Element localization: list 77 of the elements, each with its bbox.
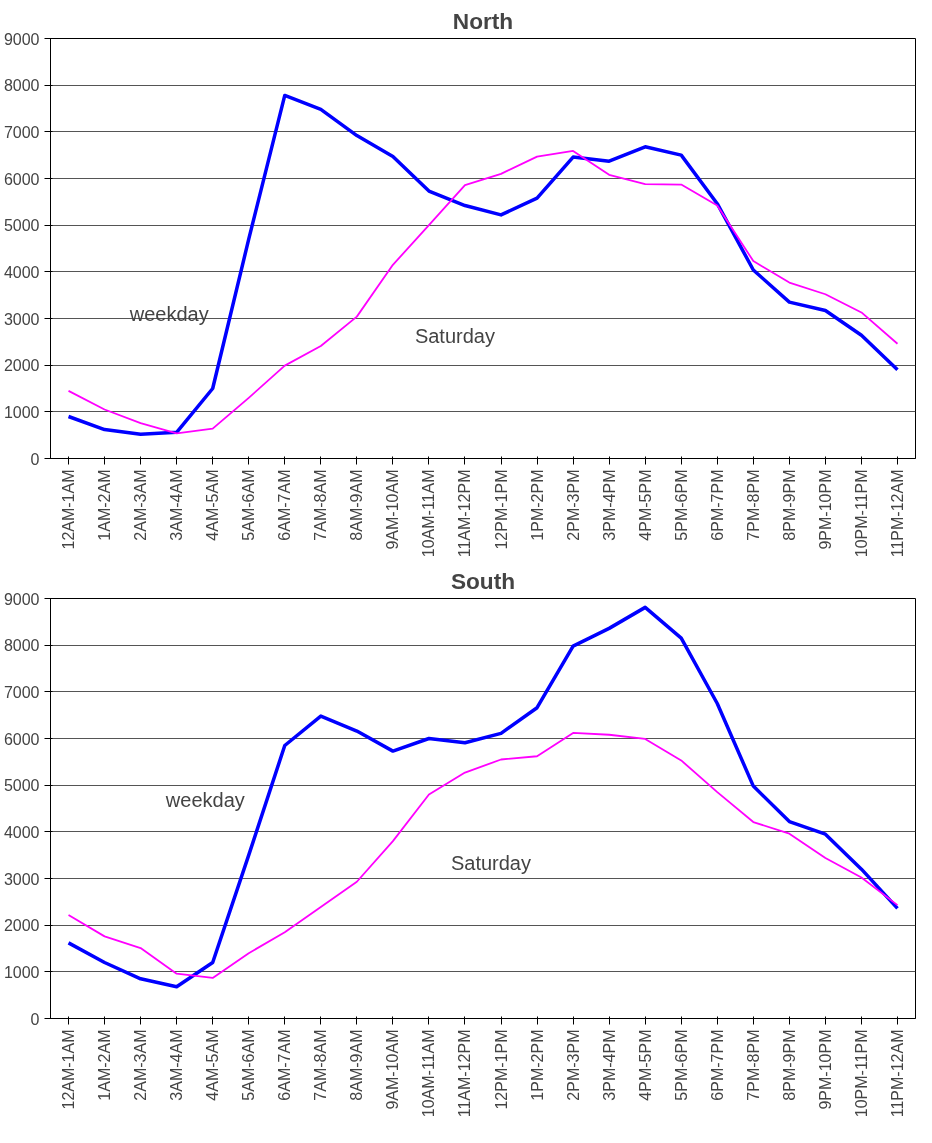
x-tick-label: 11PM-12AM (888, 1029, 906, 1118)
y-tick-label: 4000 (3, 263, 40, 281)
x-tick-label: 2AM-3AM (132, 1029, 150, 1101)
x-tick-label: 1AM-2AM (96, 469, 114, 541)
x-tick-label: 6PM-7PM (708, 469, 726, 541)
x-tick-label: 5AM-6AM (240, 1029, 258, 1101)
x-tick-label: 2AM-3AM (132, 469, 150, 541)
x-tick-label: 11AM-12PM (456, 469, 474, 558)
chart-title: North (452, 7, 514, 34)
x-tick-label: 5PM-6PM (672, 1029, 690, 1101)
y-tick-label: 3000 (3, 870, 40, 888)
x-tick-label: 4PM-5PM (636, 469, 654, 541)
line-series (66, 605, 900, 989)
x-tick-label: 3PM-4PM (600, 1029, 618, 1101)
x-tick-label: 10PM-11PM (852, 469, 870, 558)
x-tick-label: 4AM-5AM (204, 469, 222, 541)
x-tick-label: 11PM-12AM (888, 469, 906, 558)
chart-title: South (450, 567, 516, 594)
x-tick-label: 1PM-2PM (528, 1029, 546, 1101)
x-tick-label: 3AM-4AM (168, 1029, 186, 1101)
y-tick-label: 4000 (3, 823, 40, 841)
line-series (66, 93, 900, 436)
y-tick-label: 5000 (3, 777, 40, 795)
x-tick-label: 11AM-12PM (456, 1029, 474, 1118)
text: Saturday (450, 851, 531, 874)
y-tick-label: 9000 (3, 30, 40, 48)
x-tick-label: 6PM-7PM (708, 1029, 726, 1101)
line-series (67, 150, 899, 435)
x-tick-label: 7PM-8PM (744, 1029, 762, 1101)
x-tick-label: 12PM-1PM (492, 469, 510, 550)
x-tick-label: 7PM-8PM (744, 469, 762, 541)
y-tick-label: 0 (30, 1010, 40, 1028)
y-tick-label: 6000 (3, 170, 40, 188)
x-tick-label: 4PM-5PM (636, 1029, 654, 1101)
x-tick-label: 1PM-2PM (528, 469, 546, 541)
y-tick-label: 7000 (3, 683, 40, 701)
x-tick-label: 7AM-8AM (312, 469, 330, 541)
x-tick-label: 4AM-5AM (204, 1029, 222, 1101)
y-tick-label: 7000 (3, 123, 40, 141)
y-tick-label: 0 (30, 450, 40, 468)
y-tick-label: 5000 (3, 217, 40, 235)
series-label: weekday (164, 789, 245, 812)
x-tick-label: 3PM-4PM (600, 469, 618, 541)
x-tick-label: 12AM-1AM (60, 469, 78, 550)
line-series (67, 732, 899, 979)
x-tick-label: 10PM-11PM (852, 1029, 870, 1118)
x-tick-label: 1AM-2AM (96, 1029, 114, 1101)
x-tick-label: 6AM-7AM (276, 469, 294, 541)
x-tick-label: 9PM-10PM (816, 1029, 834, 1110)
y-tick-label: 2000 (3, 357, 40, 375)
x-tick-label: 8AM-9AM (348, 1029, 366, 1101)
x-tick-label: 9AM-10AM (384, 1029, 402, 1110)
x-tick-label: 2PM-3PM (564, 1029, 582, 1101)
x-tick-label: 8AM-9AM (348, 469, 366, 541)
text: Saturday (414, 324, 495, 347)
y-tick-label: 8000 (3, 637, 40, 655)
x-tick-label: 6AM-7AM (276, 1029, 294, 1101)
y-tick-label: 3000 (3, 310, 40, 328)
x-tick-label: 10AM-11AM (420, 1029, 438, 1118)
x-tick-label: 5PM-6PM (672, 469, 690, 541)
x-tick-label: 2PM-3PM (564, 469, 582, 541)
y-tick-label: 1000 (3, 963, 40, 981)
y-tick-label: 8000 (3, 77, 40, 95)
x-tick-label: 5AM-6AM (240, 469, 258, 541)
x-tick-label: 3AM-4AM (168, 469, 186, 541)
x-tick-label: 8PM-9PM (780, 469, 798, 541)
x-tick-label: 12AM-1AM (60, 1029, 78, 1110)
x-tick-label: 9AM-10AM (384, 469, 402, 550)
y-tick-label: 9000 (3, 590, 40, 608)
x-tick-label: 9PM-10PM (816, 469, 834, 550)
x-tick-label: 8PM-9PM (780, 1029, 798, 1101)
y-tick-label: 1000 (3, 403, 40, 421)
x-tick-label: 10AM-11AM (420, 469, 438, 558)
y-tick-label: 6000 (3, 730, 40, 748)
x-tick-label: 12PM-1PM (492, 1029, 510, 1110)
y-tick-label: 2000 (3, 917, 40, 935)
x-tick-label: 7AM-8AM (312, 1029, 330, 1101)
